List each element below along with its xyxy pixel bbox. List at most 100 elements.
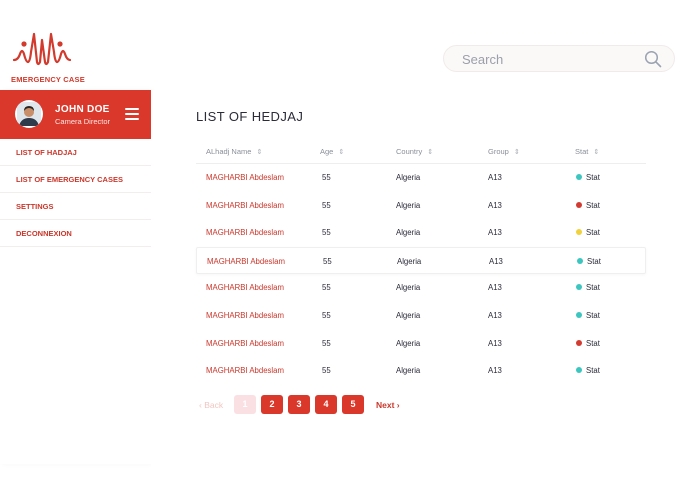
column-label: Country [396,147,423,156]
cell-group: A13 [488,173,502,182]
menu-bar [125,108,139,110]
back-button[interactable]: ‹ Back [199,400,224,410]
next-button[interactable]: Next › [376,400,400,410]
cell-age: 55 [322,338,331,348]
column-header-age[interactable]: Age ⇕ [320,147,344,156]
cell-name[interactable]: MAGHARBI Abdeslam [206,366,284,376]
user-avatar-icon [17,102,41,126]
column-header-group[interactable]: Group ⇕ [488,147,520,156]
status-label: Stat [586,310,600,320]
column-header-country[interactable]: Country ⇕ [396,147,433,156]
table-row[interactable]: MAGHARBI Abdeslam 55 Algeria A13 Stat [196,302,646,330]
page-button-5[interactable]: 5 [342,395,364,414]
page-button-3[interactable]: 3 [288,395,310,414]
logo-text: EMERGENCY CASE [11,75,85,84]
cell-group: A13 [488,366,502,376]
table-row[interactable]: MAGHARBI Abdeslam 55 Algeria A13 Stat [196,274,646,302]
cell-country: Algeria [396,173,421,182]
table-row[interactable]: MAGHARBI Abdeslam 55 Algeria A13 Stat [196,164,646,192]
status-label: Stat [587,256,601,266]
status-dot-icon [577,257,583,264]
cell-country: Algeria [396,283,421,293]
cell-group: A13 [488,310,502,320]
cell-stat: Stat [577,257,601,266]
table-row[interactable]: MAGHARBI Abdeslam 55 Algeria A13 Stat [196,192,646,220]
cell-age: 55 [322,200,331,210]
cell-country: Algeria [396,338,421,348]
status-label: Stat [586,200,600,210]
cell-stat: Stat [576,228,600,237]
sort-icon[interactable]: ⇕ [513,149,520,156]
column-header-name[interactable]: ALhadj Name ⇕ [206,147,262,156]
cell-stat: Stat [576,283,600,292]
cell-name[interactable]: MAGHARBI Abdeslam [206,310,284,320]
page-title: LIST OF HEDJAJ [196,109,304,124]
main-content: LIST OF HEDJAJ ALhadj Name ⇕ Age ⇕ Country… [151,90,695,494]
cell-age: 55 [322,366,331,376]
sidebar-nav: LIST OF HADJAJ LIST OF EMERGENCY CASES S… [0,139,151,247]
cell-group: A13 [489,256,503,266]
status-dot-icon [576,367,582,374]
status-dot-icon [576,339,582,346]
page-button-1[interactable]: 1 [234,395,256,414]
status-dot-icon [576,311,582,318]
cell-name[interactable]: MAGHARBI Abdeslam [206,228,284,238]
cell-name[interactable]: MAGHARBI Abdeslam [207,256,285,266]
status-dot-icon [576,174,582,180]
table-row[interactable]: MAGHARBI Abdeslam 55 Algeria A13 Stat [196,219,646,247]
app-header: EMERGENCY CASE [0,0,695,90]
column-label: Group [488,147,509,156]
pagination: ‹ Back 1 2 3 4 5 Next › [196,395,496,415]
search-icon[interactable] [644,50,662,68]
sidebar-item-list-of-emergency-cases[interactable]: LIST OF EMERGENCY CASES [0,166,151,193]
menu-bar [125,113,139,115]
cell-name[interactable]: MAGHARBI Abdeslam [206,338,284,348]
cell-country: Algeria [396,366,421,376]
cell-stat: Stat [576,311,600,320]
sort-icon[interactable]: ⇕ [593,149,600,156]
page-button-2[interactable]: 2 [261,395,283,414]
cell-stat: Stat [576,201,600,210]
search-input[interactable] [462,50,642,68]
menu-bar [125,118,139,120]
column-header-stat[interactable]: Stat ⇕ [575,147,599,156]
cell-group: A13 [488,228,502,238]
column-label: ALhadj Name [206,147,252,156]
cell-group: A13 [488,283,502,293]
sort-icon[interactable]: ⇕ [256,149,263,156]
sidebar-item-deconnexion[interactable]: DECONNEXION [0,220,151,247]
profile-panel: JOHN DOE Camera Director [0,90,151,139]
status-dot-icon [576,284,582,291]
sidebar-item-list-of-hadjaj[interactable]: LIST OF HADJAJ [0,139,151,166]
status-label: Stat [586,338,600,348]
status-label: Stat [586,366,600,376]
page-button-4[interactable]: 4 [315,395,337,414]
hamburger-icon[interactable] [125,108,139,120]
cell-country: Algeria [396,228,421,238]
cell-name[interactable]: MAGHARBI Abdeslam [206,283,284,293]
cell-age: 55 [322,310,331,320]
avatar[interactable] [15,100,43,128]
user-role: Camera Director [55,117,111,126]
status-label: Stat [586,173,600,182]
cell-name[interactable]: MAGHARBI Abdeslam [206,173,284,182]
status-label: Stat [586,228,600,238]
pulse-logo-icon [12,32,72,66]
table-row-hovered[interactable]: MAGHARBI Abdeslam 55 Algeria A13 Stat [196,246,646,275]
cell-stat: Stat [576,339,600,348]
cell-age: 55 [322,173,331,182]
cell-age: 55 [322,228,331,238]
sort-icon[interactable]: ⇕ [427,149,434,156]
status-dot-icon [576,229,582,236]
search-bar[interactable] [443,45,675,72]
table-row[interactable]: MAGHARBI Abdeslam 55 Algeria A13 Stat [196,357,646,385]
cell-country: Algeria [396,200,421,210]
cell-name[interactable]: MAGHARBI Abdeslam [206,200,284,210]
app-logo[interactable]: EMERGENCY CASE [10,30,85,86]
sort-icon[interactable]: ⇕ [338,149,345,156]
table-header: ALhadj Name ⇕ Age ⇕ Country ⇕ Group ⇕ Stat ⇕ [196,142,646,164]
table-row[interactable]: MAGHARBI Abdeslam 55 Algeria A13 Stat [196,330,646,358]
cell-country: Algeria [397,256,422,266]
sidebar-item-settings[interactable]: SETTINGS [0,193,151,220]
status-dot-icon [576,201,582,208]
